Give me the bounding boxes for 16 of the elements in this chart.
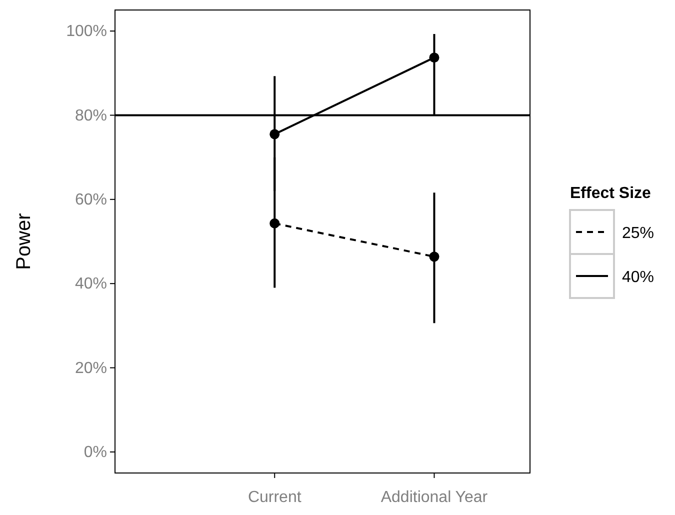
point [429, 52, 440, 63]
y-tick-label: 60% [74, 192, 107, 209]
point [270, 129, 280, 140]
y-tick-label: 80% [74, 107, 107, 124]
y-axis-title: Power [13, 212, 35, 270]
point [429, 252, 440, 262]
legend-label: 25% [622, 225, 654, 242]
y-tick-label: 20% [74, 360, 107, 377]
x-tick-label: Current [248, 488, 302, 506]
y-tick-label: 40% [74, 276, 107, 293]
x-tick-label: Additional Year [380, 488, 488, 506]
y-tick-label: 100% [66, 23, 107, 40]
legend-title: Effect Size [570, 185, 652, 202]
point [270, 218, 280, 228]
legend-label: 40% [622, 269, 654, 286]
y-tick-label: 0% [84, 444, 107, 462]
